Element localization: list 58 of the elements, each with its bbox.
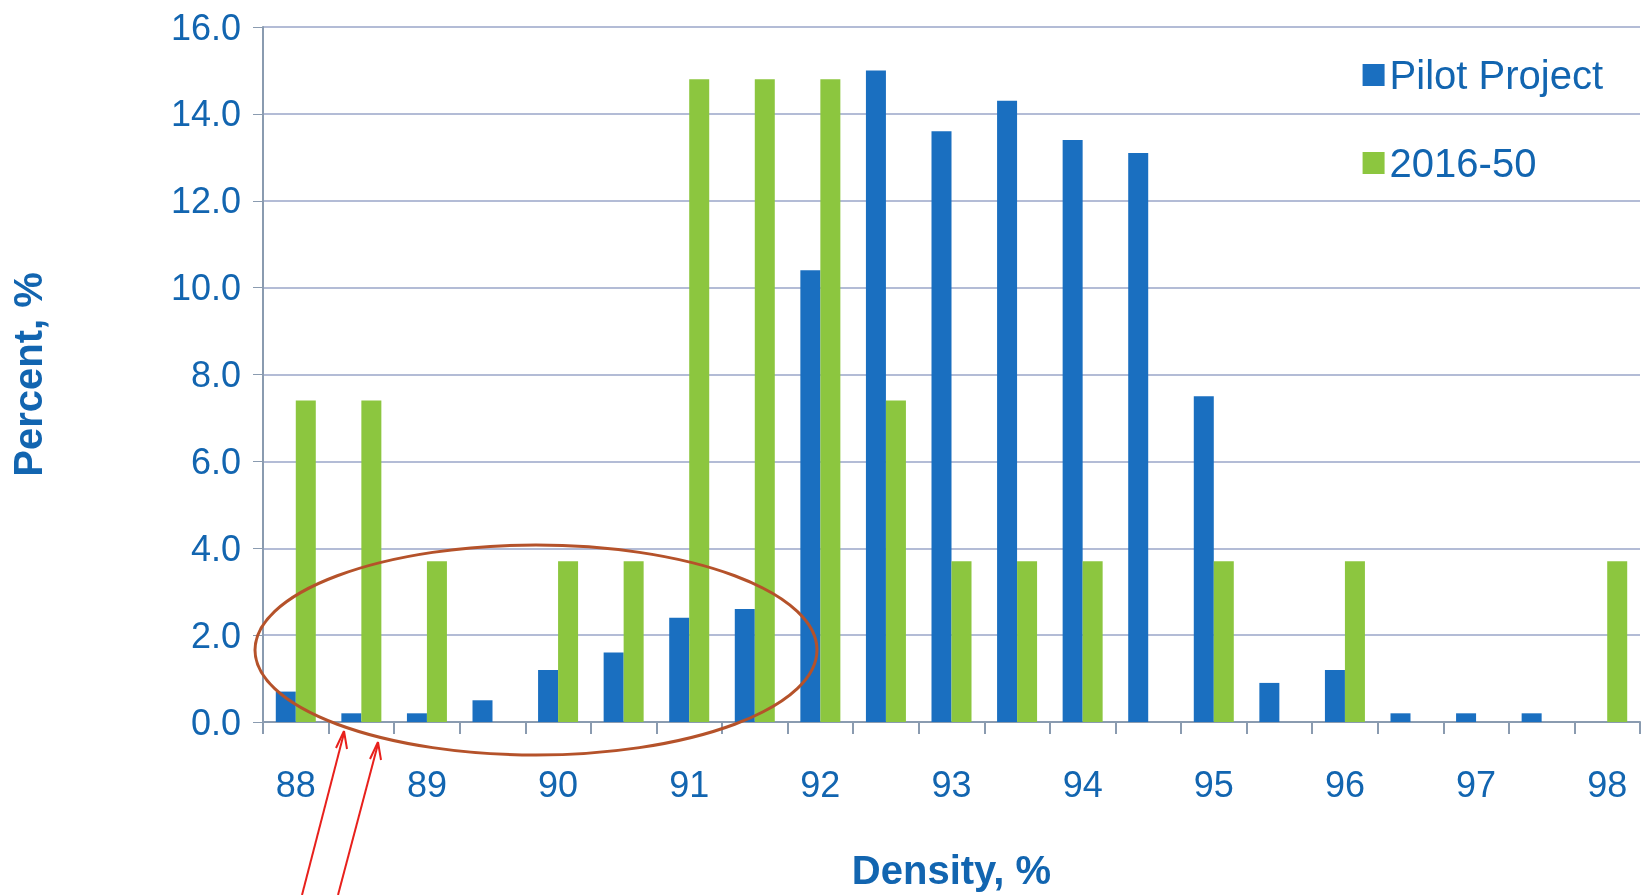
y-tick-label: 10.0 [170, 267, 241, 309]
bar [1017, 561, 1038, 722]
bar [603, 652, 624, 722]
legend-label: 2016-50 [1389, 141, 1537, 185]
bar [669, 617, 690, 722]
y-tick-label: 0.0 [190, 701, 241, 743]
x-tick-label: 92 [800, 763, 841, 805]
bar [1324, 669, 1345, 722]
bar [1082, 561, 1103, 722]
bar [1128, 152, 1149, 722]
x-tick-label: 89 [406, 763, 447, 805]
y-tick-label: 4.0 [190, 527, 241, 569]
bar [931, 131, 952, 722]
bar [820, 79, 841, 722]
x-tick-label: 88 [275, 763, 316, 805]
bar [754, 79, 775, 722]
x-tick-label: 94 [1062, 763, 1103, 805]
bar [885, 400, 906, 722]
bar [1259, 682, 1280, 722]
y-tick-label: 6.0 [190, 440, 241, 482]
y-tick-label: 2.0 [190, 614, 241, 656]
bar [623, 561, 644, 722]
x-tick-label: 95 [1193, 763, 1234, 805]
bar [1213, 561, 1234, 722]
x-tick-label: 98 [1587, 763, 1628, 805]
y-tick-label: 16.0 [170, 6, 241, 48]
y-tick-label: 14.0 [170, 93, 241, 135]
y-tick-label: 8.0 [190, 354, 241, 395]
bar [538, 669, 559, 722]
bar [406, 713, 427, 722]
y-tick-label: 12.0 [170, 180, 241, 222]
x-tick-label: 93 [931, 763, 972, 805]
bar [1456, 713, 1477, 722]
bar [734, 609, 755, 722]
y-axis-title: Percent, % [6, 272, 50, 477]
bar [1193, 396, 1214, 722]
x-tick-label: 96 [1324, 763, 1365, 805]
bar [426, 561, 447, 722]
bar [558, 561, 579, 722]
bar [865, 70, 886, 722]
x-tick-label: 97 [1456, 763, 1497, 805]
bar [1607, 561, 1628, 722]
bar [997, 100, 1018, 722]
legend-label: Pilot Project [1389, 53, 1603, 97]
bar [689, 79, 710, 722]
bar [295, 400, 316, 722]
x-tick-label: 91 [669, 763, 710, 805]
bar [341, 713, 362, 722]
x-tick-label: 90 [538, 763, 579, 805]
bar [1521, 713, 1542, 722]
bar [1062, 139, 1083, 722]
bar [472, 700, 493, 722]
bar [951, 561, 972, 722]
bar [1390, 713, 1411, 722]
bar [1344, 561, 1365, 722]
bar [800, 270, 821, 722]
x-axis-title: Density, % [851, 848, 1052, 892]
bar [361, 400, 382, 722]
